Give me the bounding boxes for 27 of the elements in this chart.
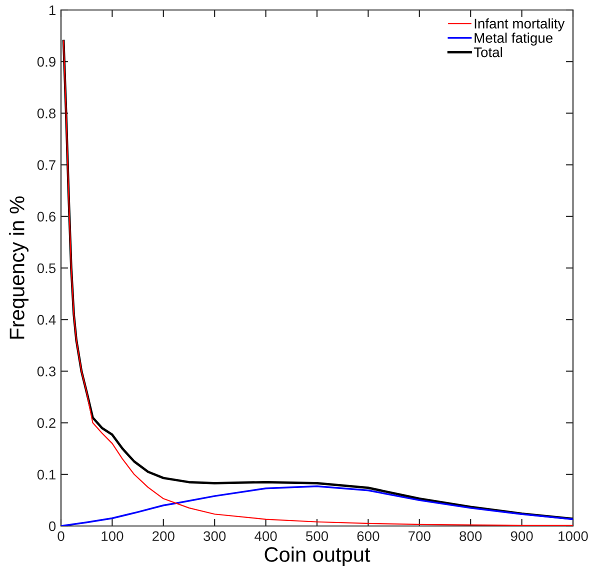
x-tick-label: 400 (254, 531, 277, 542)
y-tick-label: 0.4 (37, 314, 56, 325)
y-tick-label: 0.8 (37, 108, 56, 118)
x-tick-label: 100 (102, 531, 124, 542)
legend-label: Infant mortality (474, 18, 565, 32)
x-tick-label: 600 (357, 531, 380, 542)
legend-label: Total (474, 47, 502, 58)
y-tick-label: 0.5 (37, 263, 56, 274)
y-tick-label: 0.2 (37, 418, 56, 428)
y-tick-label: 0 (48, 521, 56, 532)
x-tick-label: 900 (510, 531, 533, 542)
x-tick-label: 700 (408, 531, 430, 542)
x-tick-label: 200 (152, 531, 174, 542)
y-tick-label: 0.7 (37, 160, 56, 170)
y-tick-label: 0.1 (37, 470, 56, 480)
x-tick-label: 800 (460, 531, 482, 542)
y-tick-label: 0.9 (37, 56, 56, 67)
y-tick-label: 1 (49, 5, 56, 16)
x-tick-label: 0 (58, 531, 64, 542)
legend-label: Metal fatigue (474, 32, 552, 46)
x-tick-label: 1000 (558, 531, 588, 542)
x-tick-label: 300 (204, 531, 226, 542)
x-axis-title: Coin output (264, 546, 370, 566)
x-tick-label: 500 (306, 531, 328, 542)
y-tick-label: 0.3 (37, 366, 56, 376)
y-tick-label: 0.6 (37, 212, 56, 222)
y-axis-title: Frequency in % (9, 196, 28, 339)
